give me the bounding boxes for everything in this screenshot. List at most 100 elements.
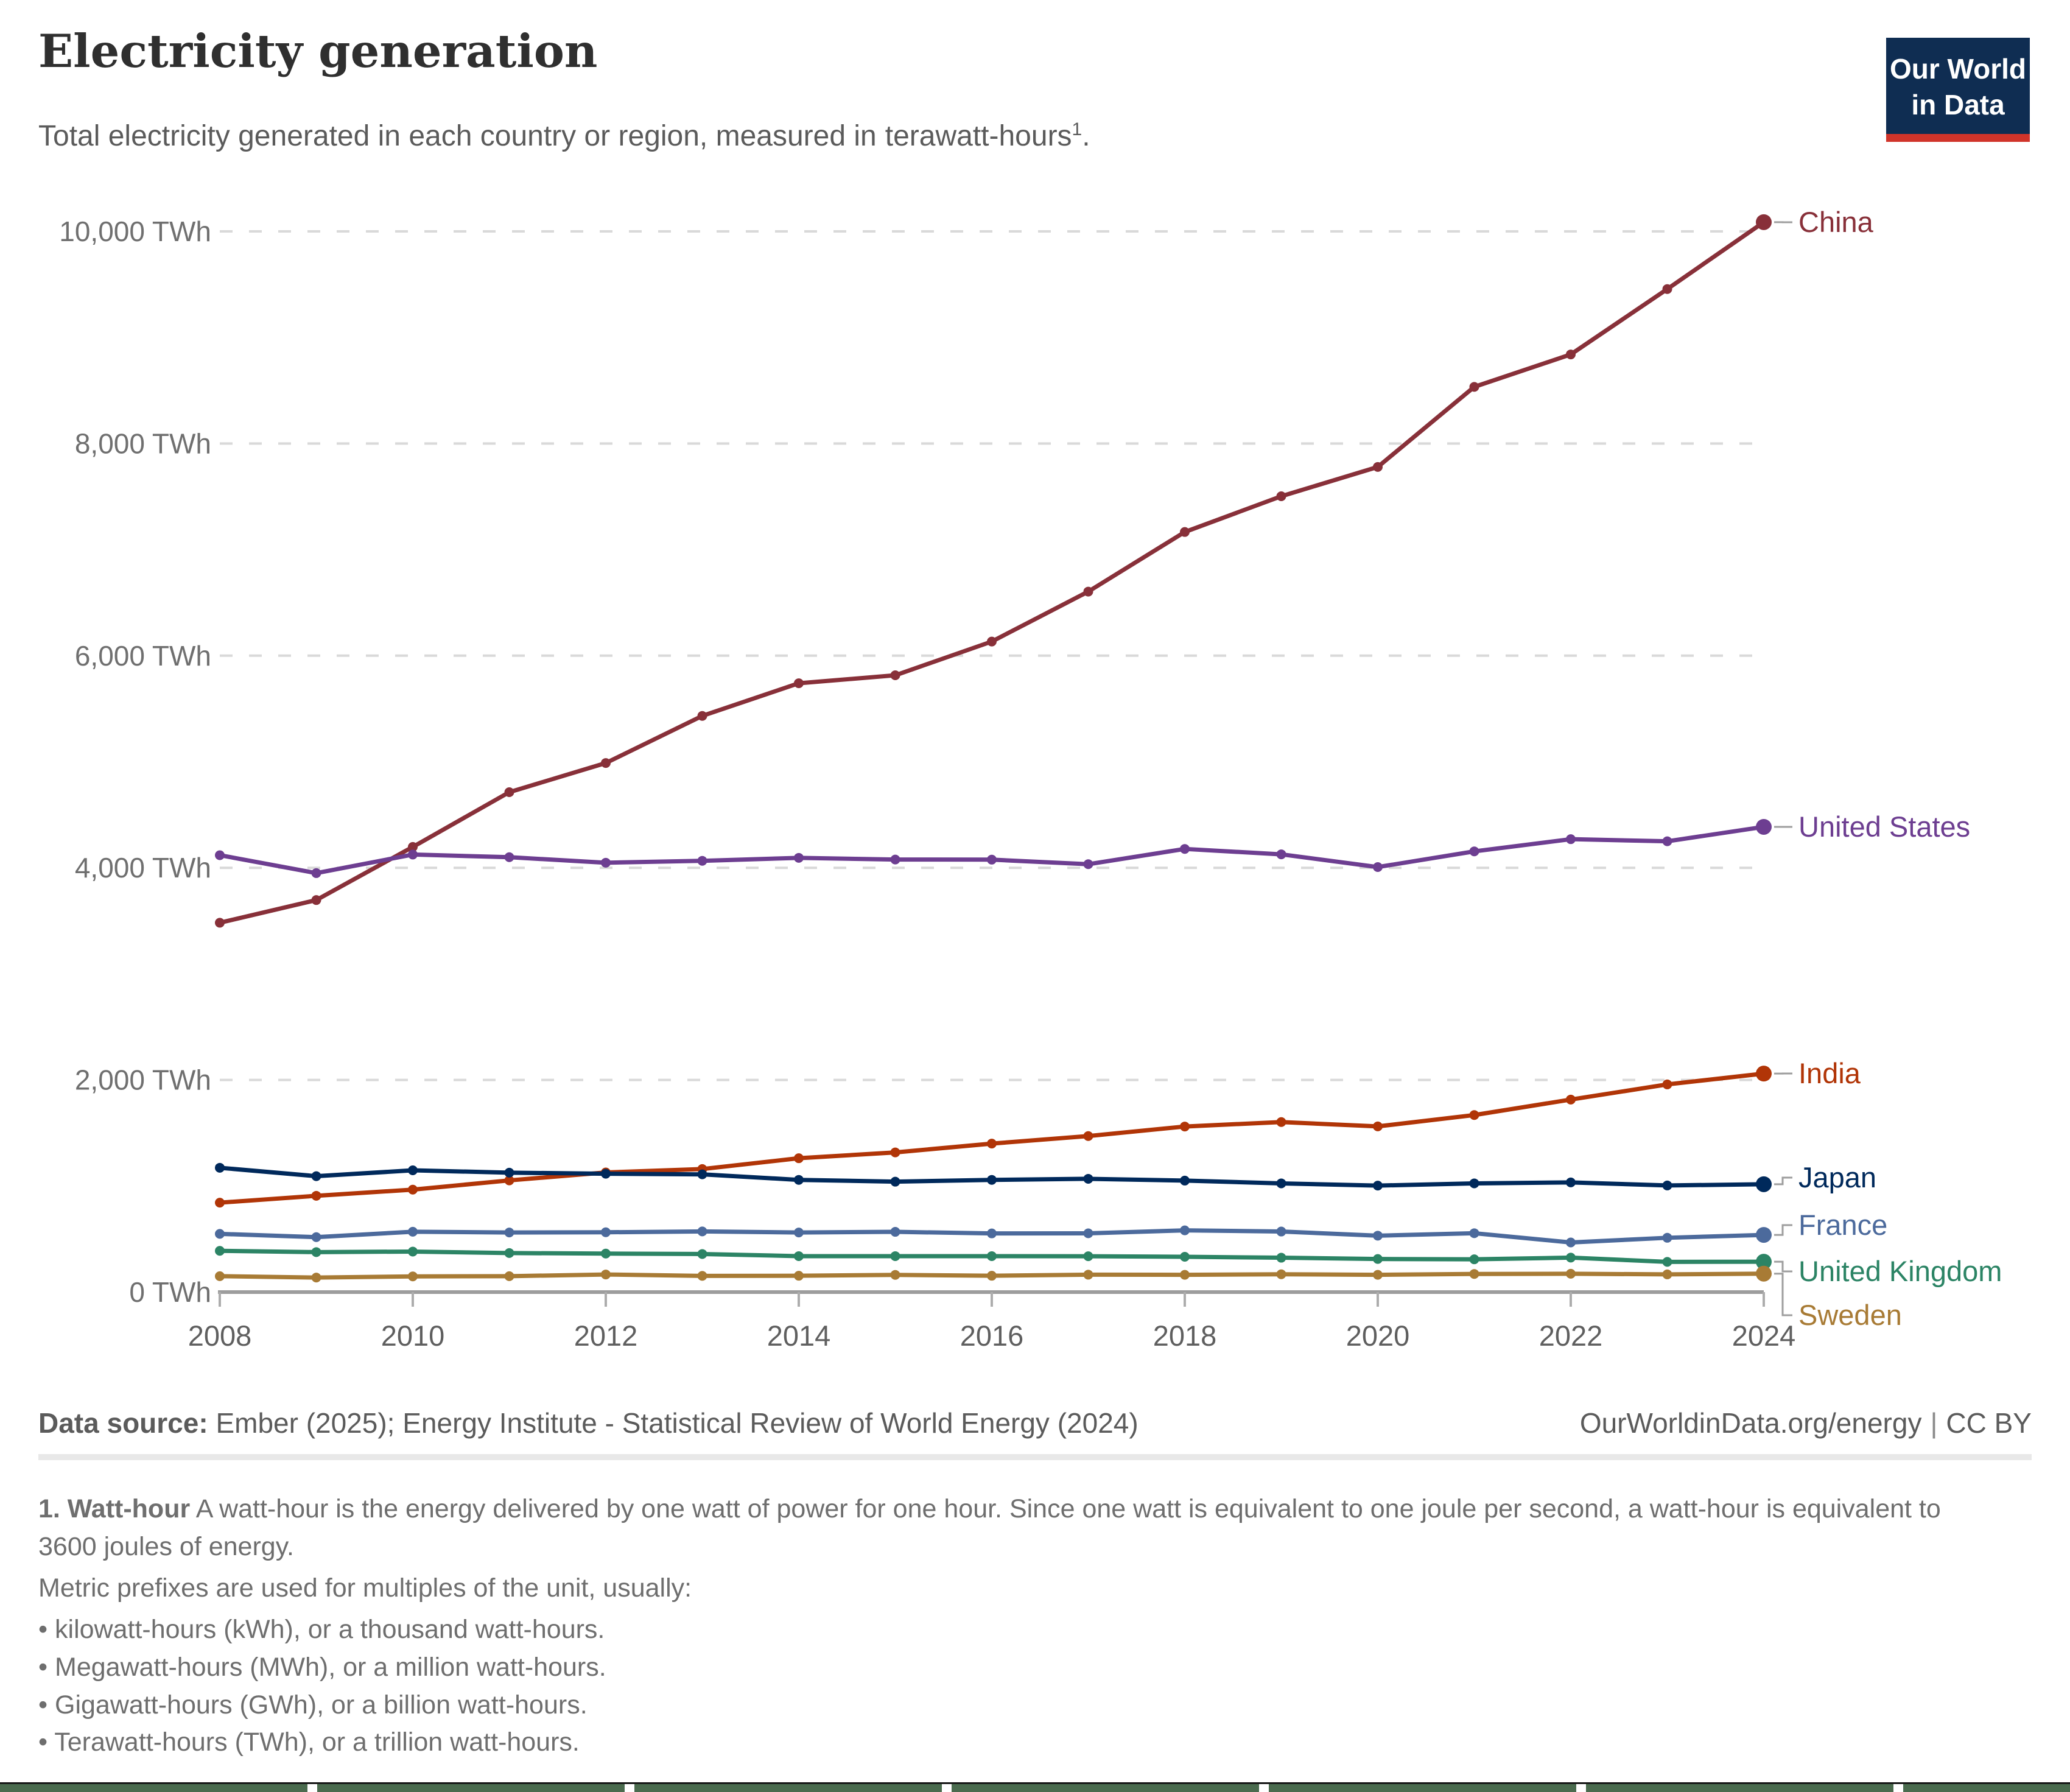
data-point <box>1662 1180 1672 1190</box>
y-axis-tick-label: 8,000 TWh <box>75 427 211 459</box>
series-japan[interactable]: Japan <box>215 1161 1876 1193</box>
data-point <box>311 1273 321 1283</box>
data-point <box>1756 1254 1772 1270</box>
data-point <box>697 1271 707 1281</box>
data-source-label: Data source: <box>38 1407 208 1439</box>
data-point <box>311 1190 321 1201</box>
data-point <box>794 852 804 863</box>
data-point <box>1756 818 1772 835</box>
data-point <box>1469 846 1479 857</box>
data-point <box>890 1227 900 1237</box>
data-point <box>311 1232 321 1242</box>
data-point <box>697 711 707 721</box>
source-line: Data source: Ember (2025); Energy Instit… <box>38 1407 2032 1439</box>
data-point <box>504 1228 514 1238</box>
footnote-bullet-list: kilowatt-hours (kWh), or a thousand watt… <box>38 1611 1950 1762</box>
series-united-states[interactable]: United States <box>215 810 1970 878</box>
y-axis-tick-label: 4,000 TWh <box>75 852 211 884</box>
y-axis-tick-label: 6,000 TWh <box>75 640 211 672</box>
data-point <box>1662 836 1672 846</box>
data-point <box>1373 462 1383 472</box>
series-india[interactable]: India <box>215 1057 1861 1208</box>
data-point <box>215 1198 225 1208</box>
data-point <box>1373 1270 1383 1280</box>
data-point <box>1662 1269 1672 1279</box>
footnote-block: 1. Watt-hour A watt-hour is the energy d… <box>38 1491 1950 1762</box>
data-point <box>1469 1269 1479 1279</box>
series-line-united-states[interactable] <box>217 824 1766 876</box>
data-point <box>408 1226 418 1237</box>
data-point <box>504 787 514 797</box>
data-point <box>408 849 418 860</box>
attribution: OurWorldinData.org/energy | CC BY <box>1580 1407 2032 1439</box>
separator: | <box>1930 1407 1938 1439</box>
series-label-united-states[interactable]: United States <box>1798 810 1970 843</box>
data-point <box>1180 1270 1190 1280</box>
page-title: Electricity generation <box>38 24 598 78</box>
footnote-bullet: Terawatt-hours (TWh), or a trillion watt… <box>38 1724 1950 1762</box>
x-axis-tick-label: 2016 <box>960 1319 1024 1352</box>
data-point <box>987 1271 997 1281</box>
x-axis-tick-label: 2012 <box>574 1319 638 1352</box>
owid-logo-line2: in Data <box>1911 88 2005 121</box>
data-point <box>890 854 900 865</box>
series-label-japan[interactable]: Japan <box>1798 1161 1876 1193</box>
footnote-marker[interactable]: 1 <box>1072 119 1082 139</box>
owid-url-link[interactable]: OurWorldinData.org/energy <box>1579 1407 1922 1439</box>
data-point <box>1083 1173 1093 1184</box>
series-label-india[interactable]: India <box>1798 1057 1861 1089</box>
data-point <box>311 1171 321 1181</box>
data-point <box>215 1162 225 1173</box>
data-point <box>601 758 611 768</box>
data-point <box>1276 491 1286 501</box>
footnote-bullet: kilowatt-hours (kWh), or a thousand watt… <box>38 1611 1950 1649</box>
data-point <box>1469 382 1479 392</box>
data-point <box>697 1169 707 1179</box>
data-point <box>601 1248 611 1259</box>
data-point <box>794 1271 804 1281</box>
data-point <box>987 854 997 865</box>
data-source: Data source: Ember (2025); Energy Instit… <box>38 1407 1138 1439</box>
y-axis-tick-label: 2,000 TWh <box>75 1064 211 1096</box>
data-point <box>1276 849 1286 860</box>
data-point <box>1083 1131 1093 1141</box>
data-point <box>987 1139 997 1149</box>
data-point <box>1180 1122 1190 1132</box>
data-point <box>215 1229 225 1239</box>
data-point <box>1180 1225 1190 1235</box>
data-point <box>1180 844 1190 854</box>
data-point <box>890 1176 900 1187</box>
series-label-china[interactable]: China <box>1798 206 1874 238</box>
data-point <box>987 1175 997 1185</box>
label-leader-line <box>1774 1176 1792 1186</box>
data-point <box>794 1153 804 1164</box>
series-label-france[interactable]: France <box>1798 1209 1887 1241</box>
series-label-sweden[interactable]: Sweden <box>1798 1299 1902 1331</box>
owid-logo[interactable]: Our World in Data <box>1886 38 2030 142</box>
data-point <box>1373 862 1383 872</box>
data-point <box>1756 1227 1772 1243</box>
series-sweden[interactable]: Sweden <box>215 1265 1902 1331</box>
owid-logo-line1: Our World <box>1889 53 2027 85</box>
data-point <box>215 1246 225 1256</box>
series-france[interactable]: France <box>215 1209 1887 1248</box>
series-line-china[interactable] <box>217 220 1766 925</box>
series-china[interactable]: China <box>215 206 1874 928</box>
footnote-metric-line: Metric prefixes are used for multiples o… <box>38 1573 692 1603</box>
data-point <box>215 1271 225 1281</box>
y-axis-tick-label: 0 TWh <box>129 1276 211 1308</box>
data-point <box>987 1228 997 1239</box>
data-point <box>890 670 900 681</box>
data-point <box>504 852 514 862</box>
data-point <box>1662 1079 1672 1089</box>
series-label-united-kingdom[interactable]: United Kingdom <box>1798 1255 2002 1287</box>
data-point <box>408 1184 418 1195</box>
series-united-kingdom[interactable]: United Kingdom <box>215 1246 2002 1287</box>
data-point <box>408 1246 418 1257</box>
data-point <box>311 868 321 878</box>
data-point <box>1756 1176 1772 1192</box>
data-point <box>1276 1117 1286 1127</box>
data-point <box>1469 1254 1479 1265</box>
data-point <box>1276 1253 1286 1263</box>
